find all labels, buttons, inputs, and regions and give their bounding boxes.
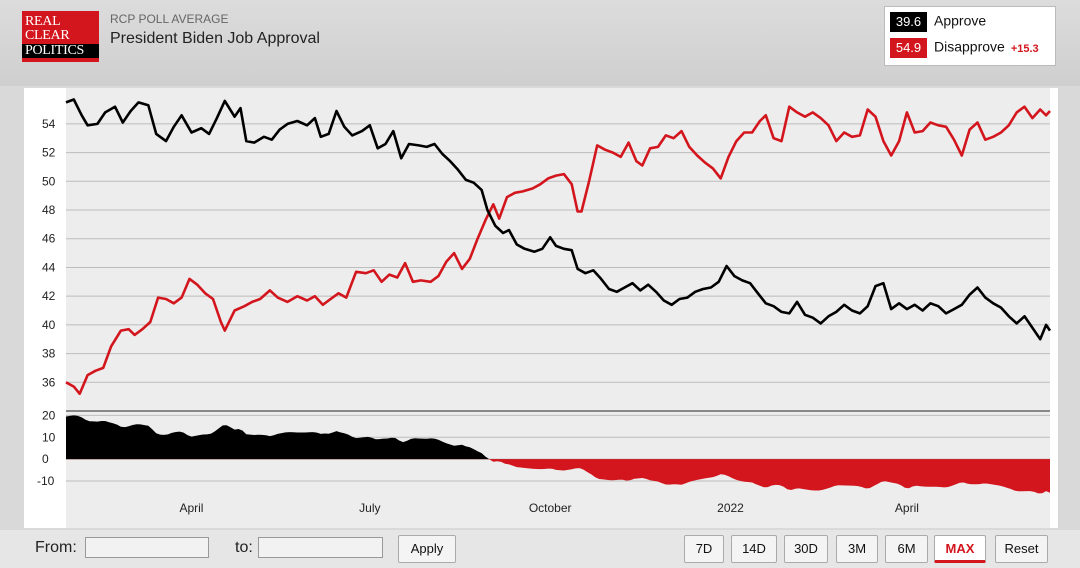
y-tick-label-42: 42 bbox=[42, 289, 56, 303]
spread-y-tick-labels: 20 10 0 -10 bbox=[37, 408, 56, 488]
x-tick-label-3: 2022 bbox=[717, 501, 744, 515]
disapprove-label: Disapprove bbox=[934, 38, 1005, 55]
range-7d-button[interactable]: 7D bbox=[684, 535, 724, 563]
range-3m-button[interactable]: 3M bbox=[836, 535, 878, 563]
approve-value-badge: 39.6 bbox=[890, 12, 927, 32]
range-30d-button[interactable]: 30D bbox=[784, 535, 828, 563]
to-label: to: bbox=[235, 539, 253, 556]
logo-line-2: CLEAR bbox=[25, 28, 70, 43]
range-14d-button[interactable]: 14D bbox=[731, 535, 777, 563]
disapprove-value-badge: 54.9 bbox=[890, 38, 927, 58]
date-range-controls: From: to: Apply 7D 14D 30D 3M 6M MAX Res… bbox=[0, 530, 1080, 568]
range-max-button[interactable]: MAX bbox=[934, 535, 986, 563]
range-6m-button[interactable]: 6M bbox=[885, 535, 928, 563]
series-line-disapprove bbox=[65, 105, 1051, 396]
spread-tick-label-0: 0 bbox=[42, 452, 49, 466]
spread-tick-label-neg10: -10 bbox=[37, 474, 55, 488]
approve-label: Approve bbox=[934, 12, 987, 29]
chart-area[interactable]: 36 38 40 42 44 46 48 50 52 54 20 10 0 -10 April July O… bbox=[24, 88, 1058, 528]
y-tick-label-40: 40 bbox=[42, 318, 56, 332]
y-tick-label-44: 44 bbox=[42, 260, 56, 274]
y-tick-label-50: 50 bbox=[42, 174, 56, 188]
series-line-approve bbox=[65, 98, 1052, 341]
y-tick-label-48: 48 bbox=[42, 203, 56, 217]
y-tick-label-54: 54 bbox=[42, 117, 56, 131]
y-tick-label-46: 46 bbox=[42, 232, 56, 246]
logo-line-1: REAL bbox=[25, 14, 61, 29]
rcp-logo[interactable]: REAL CLEAR POLITICS bbox=[22, 11, 99, 62]
main-y-tick-labels: 36 38 40 42 44 46 48 50 52 54 bbox=[42, 117, 56, 389]
y-tick-label-36: 36 bbox=[42, 375, 56, 389]
chart-svg[interactable]: 36 38 40 42 44 46 48 50 52 54 20 10 0 -10 April July O… bbox=[24, 88, 1058, 528]
spread-area-negative bbox=[66, 459, 1050, 494]
legend-box: 39.6 Approve 54.9 Disapprove +15.3 bbox=[884, 6, 1056, 66]
spread-area-group bbox=[66, 415, 1050, 494]
y-tick-label-38: 38 bbox=[42, 347, 56, 361]
legend-disapprove: 54.9 Disapprove +15.3 bbox=[890, 38, 1039, 60]
to-date-input[interactable] bbox=[258, 537, 383, 558]
legend-approve: 39.6 Approve bbox=[890, 12, 986, 34]
spread-tick-label-20: 20 bbox=[42, 408, 56, 422]
spread-tick-label-10: 10 bbox=[42, 430, 56, 444]
chart-subtitle: RCP POLL AVERAGE bbox=[110, 12, 229, 26]
from-label: From: bbox=[35, 539, 77, 556]
chart-title: President Biden Job Approval bbox=[110, 30, 320, 47]
x-tick-label-0: April bbox=[179, 501, 203, 515]
spread-value: +15.3 bbox=[1010, 42, 1039, 55]
spread-area-positive bbox=[66, 415, 1050, 460]
chart-header: REAL CLEAR POLITICS RCP POLL AVERAGE Pre… bbox=[0, 0, 1080, 86]
x-tick-labels: April July October 2022 April bbox=[179, 501, 918, 515]
series-lines-group bbox=[65, 98, 1052, 396]
x-tick-label-1: July bbox=[359, 501, 380, 515]
x-tick-label-4: April bbox=[895, 501, 919, 515]
apply-button[interactable]: Apply bbox=[398, 535, 456, 563]
y-tick-label-52: 52 bbox=[42, 146, 56, 160]
reset-button[interactable]: Reset bbox=[995, 535, 1048, 563]
logo-line-3: POLITICS bbox=[22, 44, 99, 58]
from-date-input[interactable] bbox=[85, 537, 209, 558]
x-tick-label-2: October bbox=[529, 501, 572, 515]
